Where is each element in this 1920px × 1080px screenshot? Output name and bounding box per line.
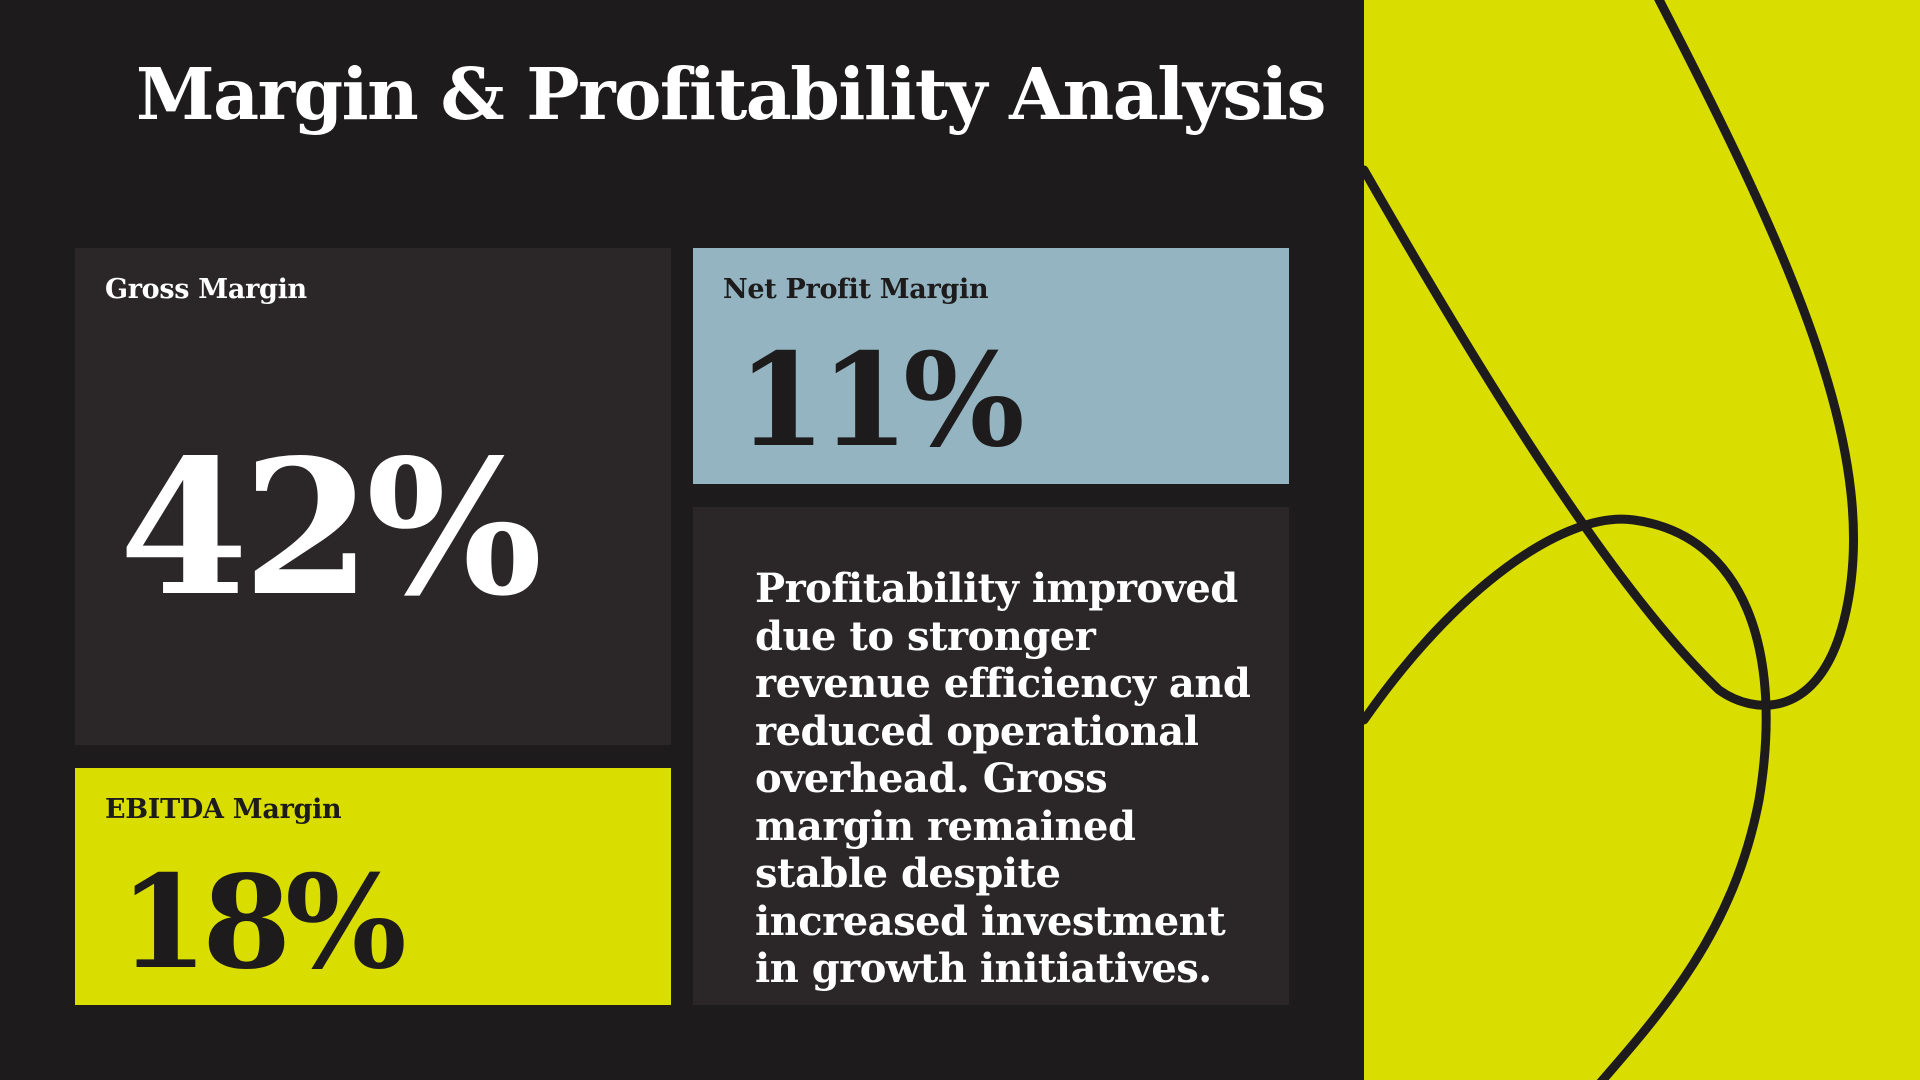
ebitda-margin-value: 18% bbox=[119, 848, 407, 998]
summary-card: Profitability improved due to stronger r… bbox=[693, 507, 1289, 1005]
decorative-accent-panel bbox=[1364, 0, 1920, 1080]
summary-text: Profitability improved due to stronger r… bbox=[755, 565, 1251, 992]
gross-margin-value: 42% bbox=[119, 418, 543, 637]
gross-margin-label: Gross Margin bbox=[105, 274, 307, 305]
net-profit-margin-label: Net Profit Margin bbox=[723, 274, 989, 305]
slide-title: Margin & Profitability Analysis bbox=[136, 52, 1326, 136]
gross-margin-card: Gross Margin 42% bbox=[75, 248, 671, 745]
ebitda-margin-card: EBITDA Margin 18% bbox=[75, 768, 671, 1005]
decorative-curves bbox=[1364, 0, 1858, 1080]
net-profit-margin-card: Net Profit Margin 11% bbox=[693, 248, 1289, 484]
decorative-curve-inner bbox=[1364, 514, 1771, 1080]
ebitda-margin-label: EBITDA Margin bbox=[105, 794, 342, 825]
net-profit-margin-value: 11% bbox=[737, 326, 1025, 476]
decorative-curve-outer bbox=[1364, 0, 1858, 710]
